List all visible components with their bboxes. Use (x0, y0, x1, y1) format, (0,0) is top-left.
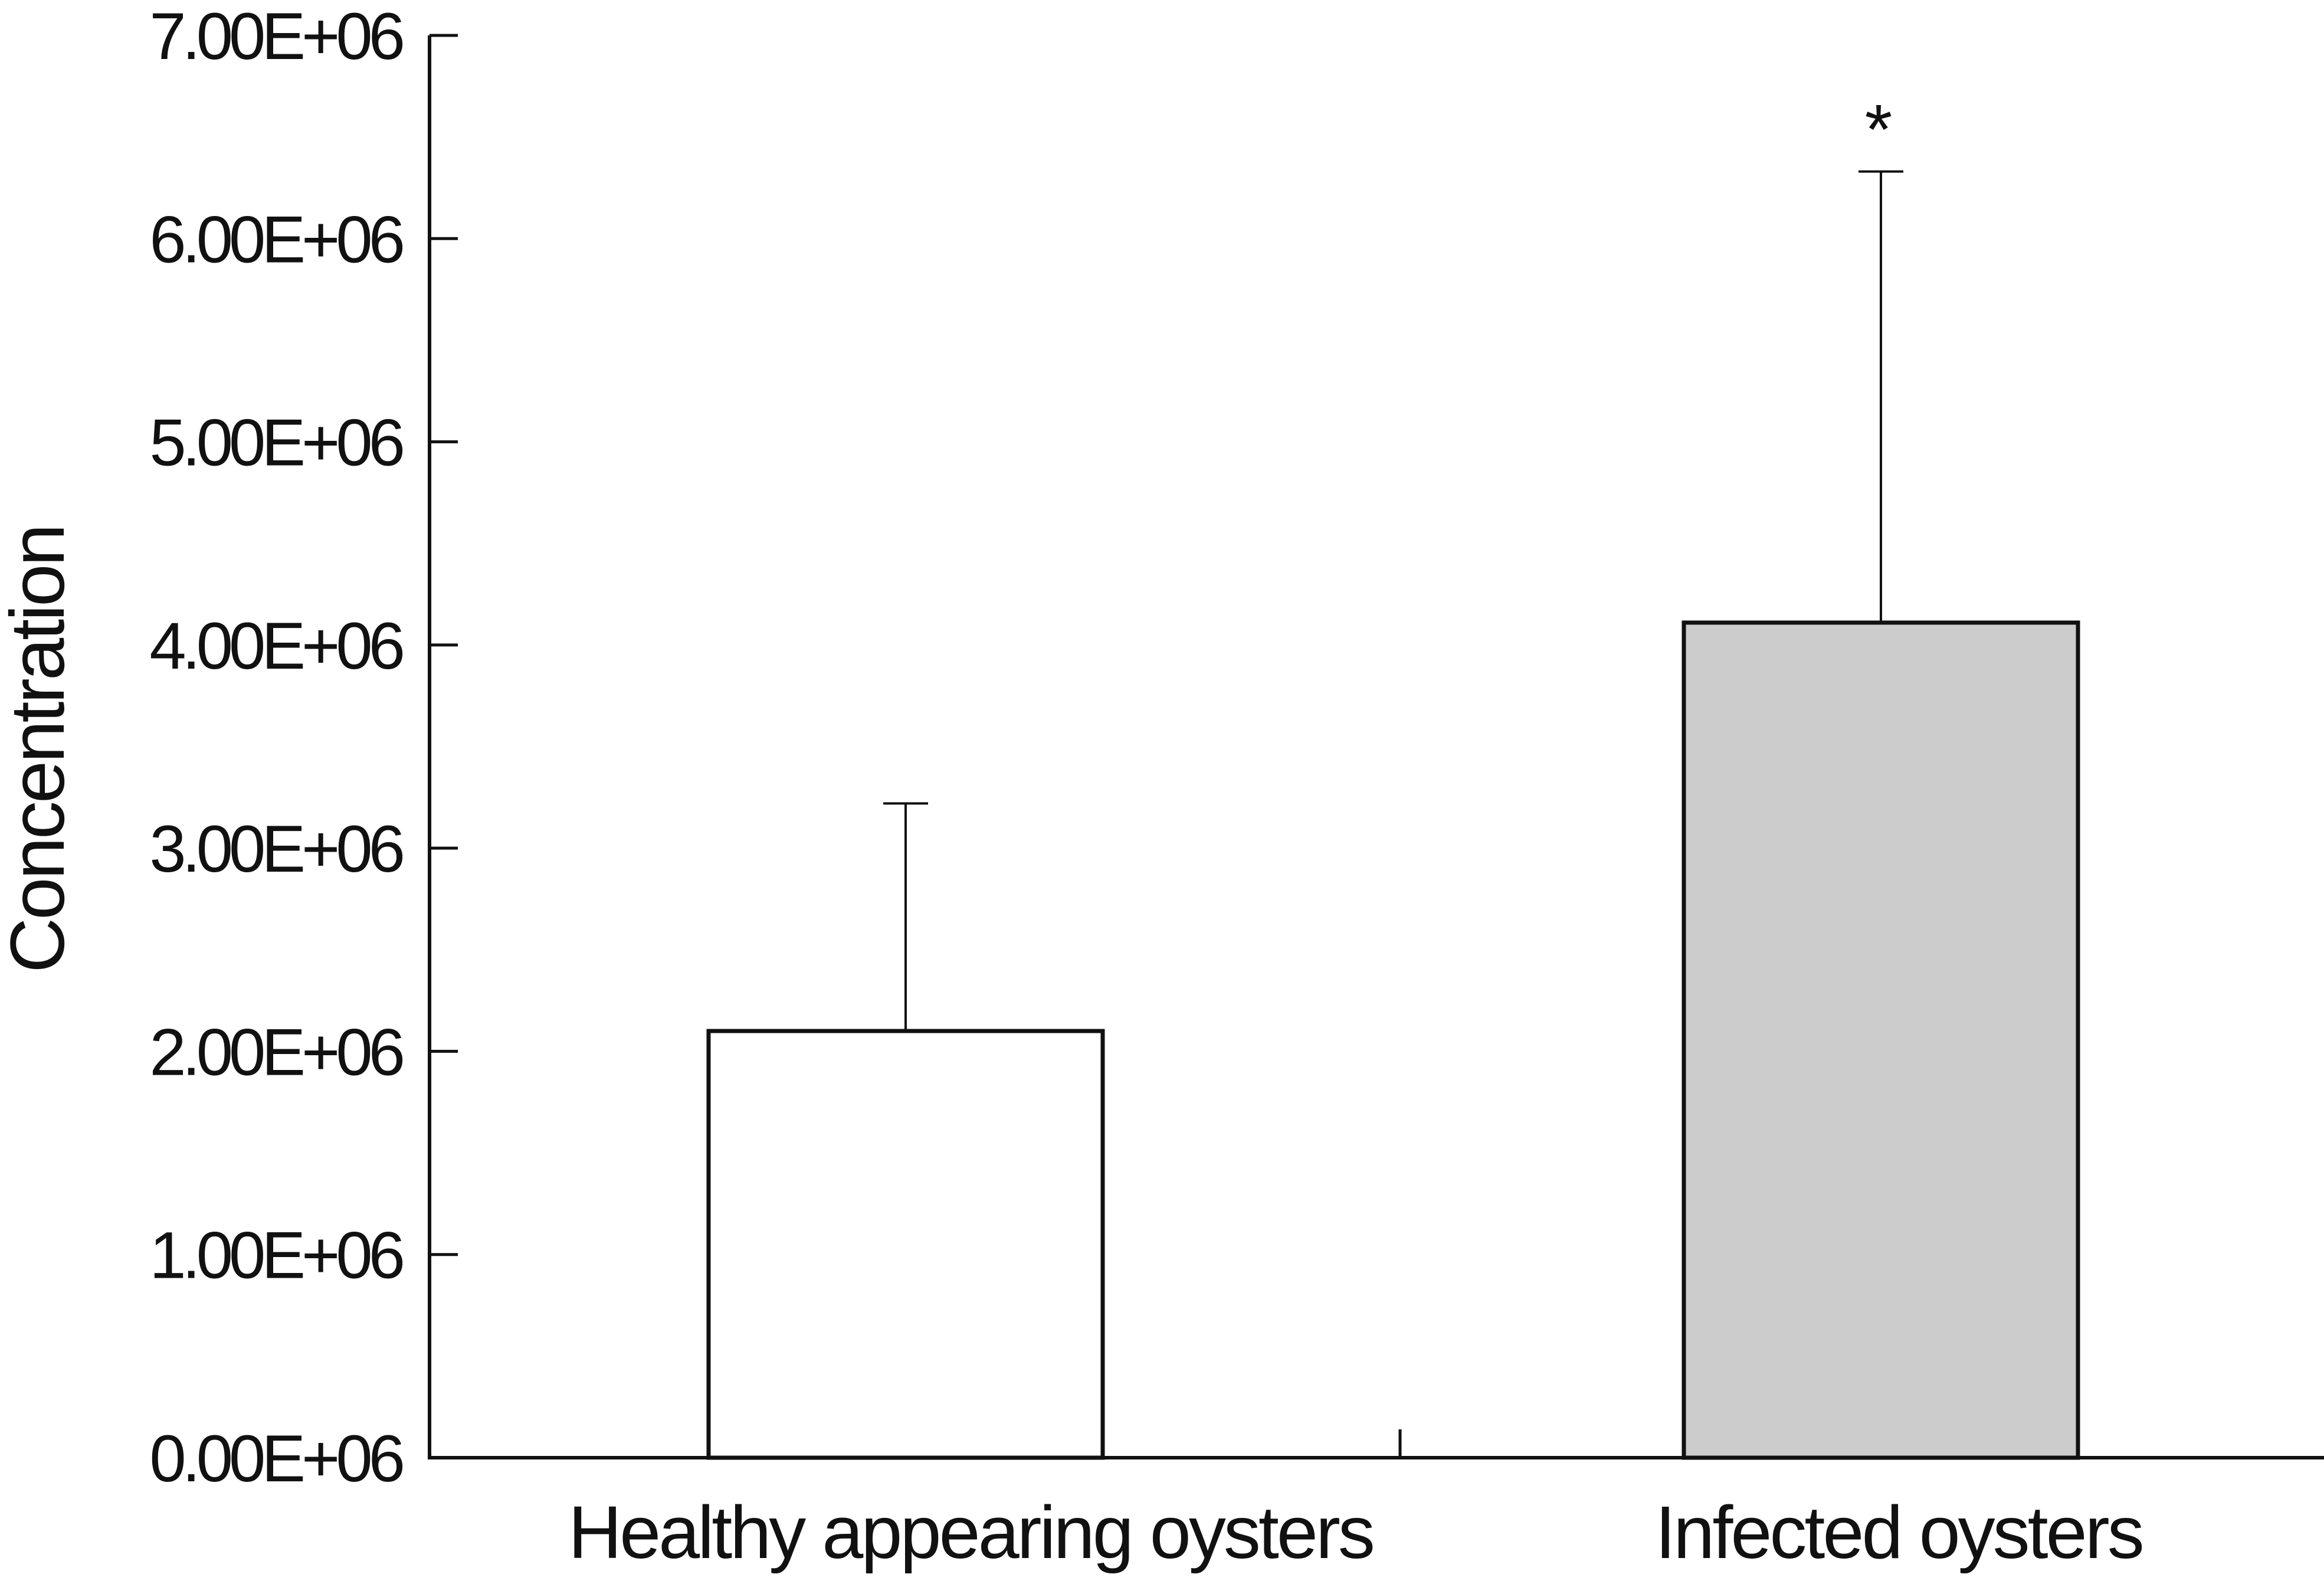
bar-infected-oysters (1681, 620, 2080, 1460)
chart-axes (428, 35, 2324, 1459)
x-category-label: Healthy appearing oysters (568, 1491, 1373, 1574)
x-axis-category-labels: Healthy appearing oysters Infected oyster… (568, 1491, 2145, 1574)
y-axis-title: Concentration (0, 526, 80, 973)
y-tick-label: 2.00E+06 (149, 1015, 402, 1089)
y-tick-label: 7.00E+06 (149, 0, 402, 73)
y-tick-label: 1.00E+06 (149, 1219, 402, 1292)
y-tick-label: 4.00E+06 (149, 609, 402, 683)
y-tick-label: 6.00E+06 (149, 202, 402, 276)
y-axis-ticks: 0.00E+06 1.00E+06 2.00E+06 3.00E+06 4.00E+06… (149, 0, 458, 1495)
bar-healthy-appearing-oysters (706, 1029, 1105, 1460)
annotations: * (1865, 90, 1893, 169)
y-tick-label: 5.00E+06 (149, 406, 402, 480)
error-bars (883, 170, 1903, 1031)
significance-annotation: * (1865, 90, 1893, 169)
y-tick-label: 0.00E+06 (149, 1422, 402, 1495)
x-category-label: Infected oysters (1655, 1491, 2142, 1574)
bars (706, 620, 2080, 1460)
y-tick-label: 3.00E+06 (149, 812, 402, 886)
